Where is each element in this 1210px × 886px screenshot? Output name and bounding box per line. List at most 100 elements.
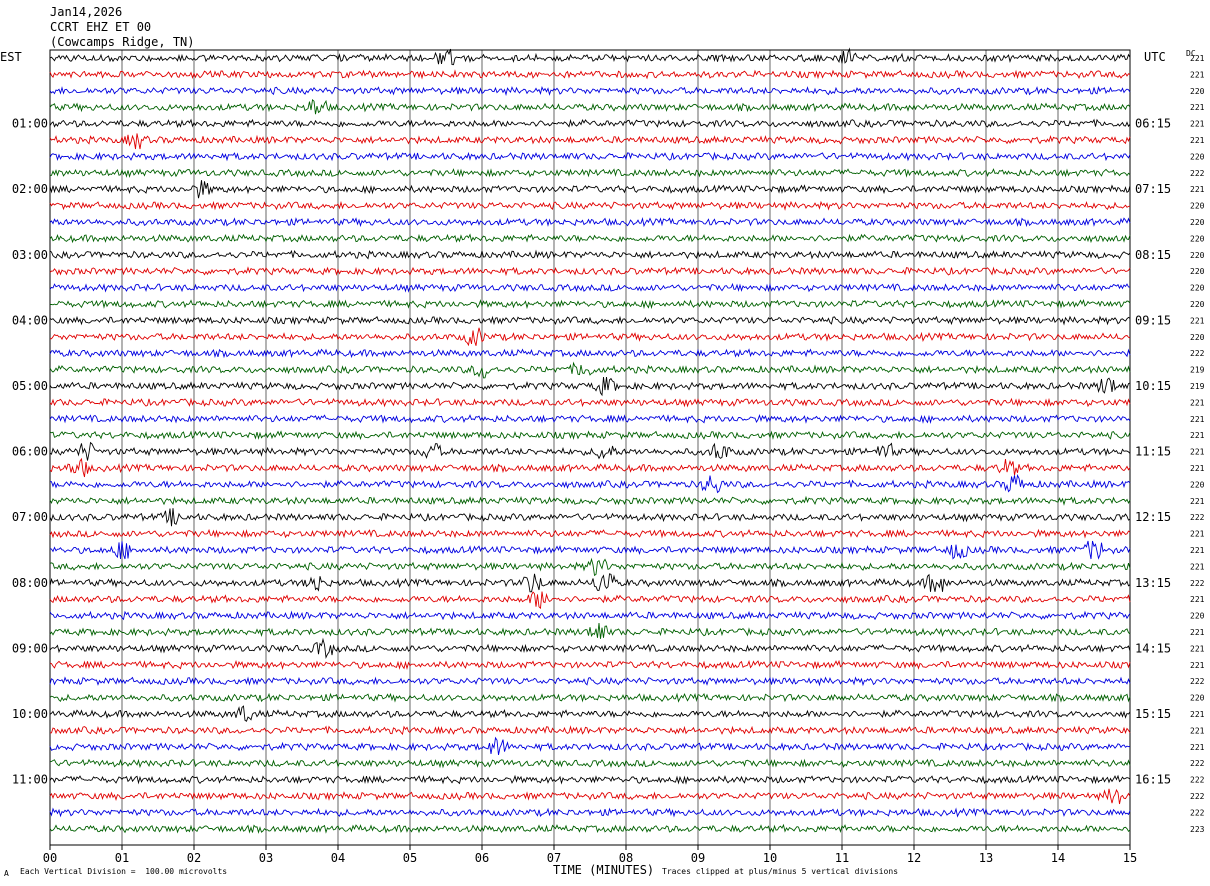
trace-line — [49, 216, 1131, 228]
x-tick-label: 04 — [331, 851, 345, 865]
dc-offset-value: 221 — [1190, 398, 1205, 407]
dc-offset-value: 220 — [1190, 284, 1205, 293]
dc-offset-value: 220 — [1190, 480, 1205, 489]
trace-line — [49, 591, 1131, 610]
trace-line — [49, 430, 1131, 441]
x-tick-label: 13 — [979, 851, 993, 865]
dc-offset-value: 222 — [1190, 349, 1205, 358]
trace-line — [49, 495, 1131, 506]
x-tick-label: 09 — [691, 851, 705, 865]
dc-offset-value: 221 — [1190, 316, 1205, 325]
utc-hour-label: 14:15 — [1135, 641, 1171, 655]
trace-line — [49, 397, 1131, 408]
trace-line — [49, 807, 1131, 818]
trace-line — [49, 348, 1131, 359]
dc-offset-value: 220 — [1190, 694, 1205, 703]
trace-line — [49, 99, 1131, 115]
trace-line — [49, 659, 1131, 670]
trace-line — [49, 441, 1131, 461]
trace-line — [49, 622, 1131, 639]
dc-offset-value: 220 — [1190, 234, 1205, 243]
x-tick-label: 01 — [115, 851, 129, 865]
x-tick-label: 00 — [43, 851, 57, 865]
trace-line — [49, 692, 1131, 703]
trace-line — [49, 705, 1131, 722]
dc-offset-header: DC — [1186, 49, 1196, 58]
dc-offset-value: 221 — [1190, 120, 1205, 129]
dc-offset-value: 221 — [1190, 530, 1205, 539]
trace-line — [49, 266, 1131, 277]
est-hour-label: 05:00 — [12, 379, 48, 393]
trace-line — [49, 528, 1131, 539]
dc-offset-value: 221 — [1190, 103, 1205, 112]
x-tick-label: 02 — [187, 851, 201, 865]
trace-line — [49, 69, 1131, 80]
trace-line — [49, 133, 1131, 150]
trace-line — [49, 823, 1131, 834]
dc-offset-value: 221 — [1190, 185, 1205, 194]
x-tick-label: 11 — [835, 851, 849, 865]
utc-hour-label: 13:15 — [1135, 576, 1171, 590]
trace-line — [49, 85, 1131, 97]
dc-offset-value: 219 — [1190, 382, 1205, 391]
est-hour-label: 11:00 — [12, 773, 48, 787]
dc-offset-value: 220 — [1190, 612, 1205, 621]
dc-offset-value: 220 — [1190, 218, 1205, 227]
trace-line — [49, 361, 1131, 379]
utc-hour-label: 12:15 — [1135, 510, 1171, 524]
dc-offset-value: 220 — [1190, 202, 1205, 211]
est-hour-label: 08:00 — [12, 576, 48, 590]
dc-offset-value: 219 — [1190, 366, 1205, 375]
est-hour-label: 02:00 — [12, 182, 48, 196]
dc-offset-value: 222 — [1190, 677, 1205, 686]
trace-line — [49, 758, 1131, 769]
left-timezone-label: EST — [0, 50, 22, 64]
dc-offset-value: 222 — [1190, 169, 1205, 178]
dc-offset-value: 221 — [1190, 54, 1205, 63]
record-date: Jan14,2026 — [50, 5, 123, 19]
dc-offset-value: 222 — [1190, 579, 1205, 588]
trace-line — [49, 788, 1131, 805]
dc-offset-value: 220 — [1190, 267, 1205, 276]
x-tick-label: 10 — [763, 851, 777, 865]
trace-line — [49, 376, 1131, 397]
trace-line — [49, 315, 1131, 326]
utc-hour-label: 15:15 — [1135, 707, 1171, 721]
utc-hour-label: 16:15 — [1135, 773, 1171, 787]
trace-line — [49, 610, 1131, 621]
est-hour-label: 01:00 — [12, 117, 48, 131]
dc-offset-value: 221 — [1190, 644, 1205, 653]
est-hour-label: 07:00 — [12, 510, 48, 524]
dc-offset-value: 221 — [1190, 497, 1205, 506]
dc-offset-value: 221 — [1190, 415, 1205, 424]
dc-offset-value: 221 — [1190, 710, 1205, 719]
dc-offset-value: 220 — [1190, 87, 1205, 96]
est-hour-label: 06:00 — [12, 445, 48, 459]
dc-offset-value: 220 — [1190, 152, 1205, 161]
est-hour-label: 09:00 — [12, 641, 48, 655]
est-hour-label: 03:00 — [12, 248, 48, 262]
trace-line — [49, 725, 1131, 736]
utc-hour-label: 08:15 — [1135, 248, 1171, 262]
dc-offset-value: 221 — [1190, 136, 1205, 145]
clip-note: Traces clipped at plus/minus 5 vertical … — [662, 867, 899, 876]
trace-line — [49, 200, 1131, 211]
trace-line — [49, 180, 1131, 199]
x-axis-label: TIME (MINUTES) — [553, 863, 655, 877]
trace-line — [49, 508, 1131, 527]
dc-offset-value: 221 — [1190, 546, 1205, 555]
corner-mark: A — [4, 869, 9, 878]
est-hour-label: 10:00 — [12, 707, 48, 721]
dc-offset-value: 221 — [1190, 743, 1205, 752]
x-tick-label: 06 — [475, 851, 489, 865]
dc-offset-value: 221 — [1190, 70, 1205, 79]
trace-line — [49, 736, 1131, 755]
utc-hour-label: 07:15 — [1135, 182, 1171, 196]
dc-offset-value: 222 — [1190, 776, 1205, 785]
trace-line — [49, 233, 1131, 244]
dc-offset-value: 222 — [1190, 808, 1205, 817]
dc-offset-value: 221 — [1190, 464, 1205, 473]
trace-line — [49, 540, 1131, 560]
trace-line — [49, 557, 1131, 577]
dc-offset-value: 221 — [1190, 661, 1205, 670]
